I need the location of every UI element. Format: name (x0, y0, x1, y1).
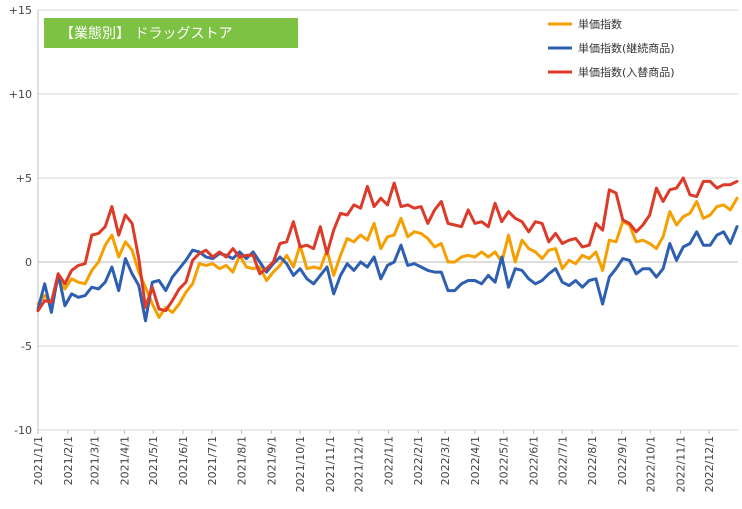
x-tick-label: 2021/2/1 (62, 436, 75, 485)
y-tick-label: -5 (21, 340, 32, 353)
y-tick-label: +10 (9, 88, 32, 101)
legend-label: 単価指数(入替商品) (578, 65, 675, 79)
x-tick-label: 2022/10/1 (645, 436, 658, 492)
legend-label: 単価指数 (578, 17, 622, 31)
x-tick-label: 2022/9/1 (616, 436, 629, 485)
y-tick-label: -10 (14, 424, 32, 437)
x-tick-label: 2021/6/1 (177, 436, 190, 485)
chart-title-box: 【業態別】 ドラッグストア (44, 18, 298, 48)
x-tick-label: 2022/11/1 (674, 436, 687, 492)
x-tick-label: 2021/4/1 (118, 436, 131, 485)
x-tick-label: 2021/3/1 (89, 436, 102, 485)
x-tick-label: 2021/12/1 (353, 436, 366, 492)
x-tick-label: 2021/11/1 (324, 436, 337, 492)
x-tick-label: 2022/4/1 (469, 436, 482, 485)
x-tick-label: 2022/3/1 (439, 436, 452, 485)
x-tick-label: 2022/12/1 (703, 436, 716, 492)
y-tick-label: +5 (16, 172, 32, 185)
x-tick-label: 2021/10/1 (294, 436, 307, 492)
chart-title-background (44, 18, 298, 48)
x-tick-label: 2022/1/1 (382, 436, 395, 485)
chart-title: 【業態別】 ドラッグストア (60, 26, 232, 42)
series-line-3 (36, 176, 739, 313)
series-line-1 (36, 196, 739, 319)
series-lines (36, 176, 739, 323)
series-line-2 (36, 225, 739, 323)
x-tick-label: 2021/1/1 (32, 436, 45, 485)
y-axis-ticks: +15 +10 +5 0 -5 -10 (9, 4, 32, 437)
x-axis-ticks: 2021/1/1 2021/2/1 2021/3/1 2021/4/1 2021/5/1… (32, 430, 716, 492)
x-tick-label: 2021/9/1 (265, 436, 278, 485)
x-tick-label: 2022/6/1 (527, 436, 540, 485)
x-tick-label: 2022/8/1 (586, 436, 599, 485)
x-tick-label: 2021/5/1 (147, 436, 160, 485)
x-tick-label: 2021/7/1 (206, 436, 219, 485)
x-tick-label: 2022/2/1 (412, 436, 425, 485)
x-tick-label: 2022/7/1 (556, 436, 569, 485)
y-tick-label: +15 (9, 4, 32, 17)
legend-label: 単価指数(継続商品) (578, 41, 675, 55)
y-tick-label: 0 (25, 256, 32, 269)
x-tick-label: 2021/8/1 (236, 436, 249, 485)
x-tick-label: 2022/5/1 (498, 436, 511, 485)
